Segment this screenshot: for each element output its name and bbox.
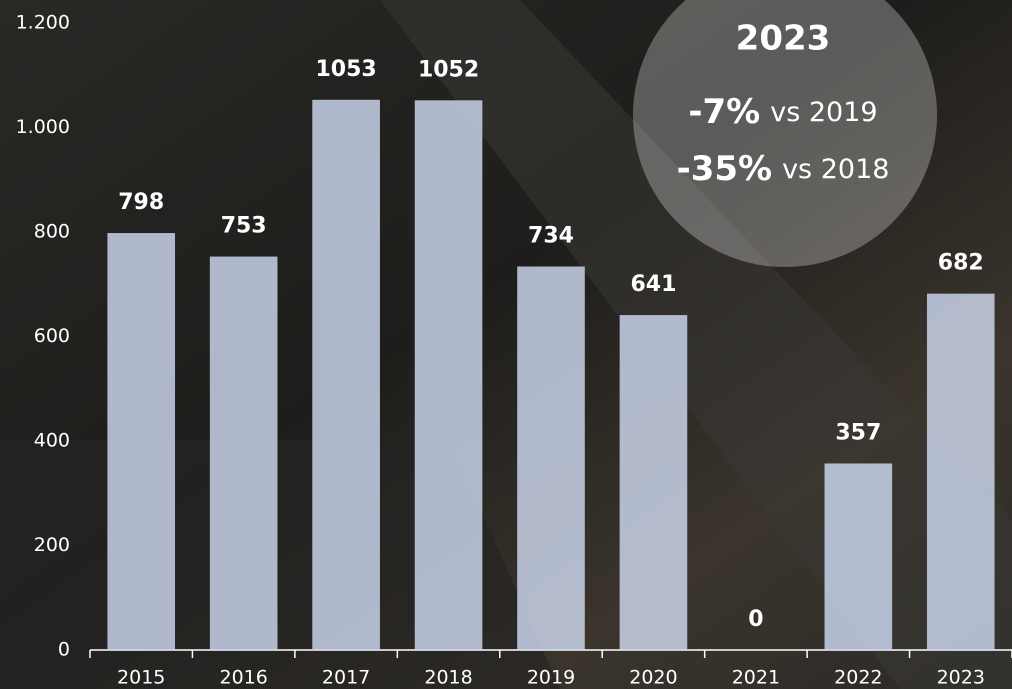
annotation-change: -7% xyxy=(688,92,760,132)
y-tick-label: 1.200 xyxy=(16,12,70,34)
annotation-title: 2023 xyxy=(736,19,831,59)
y-tick-label: 1.000 xyxy=(16,116,70,138)
value-label: 641 xyxy=(630,272,676,297)
bar xyxy=(517,266,585,650)
x-tick-label: 2020 xyxy=(629,667,677,689)
y-tick-label: 0 xyxy=(58,639,70,661)
annotation-text: vs 2019 xyxy=(770,97,877,128)
y-tick-label: 200 xyxy=(34,534,70,556)
bar xyxy=(107,233,176,651)
value-label: 798 xyxy=(118,190,164,215)
x-tick-label: 2021 xyxy=(732,667,780,689)
annotation-text: vs 2018 xyxy=(782,154,889,185)
x-tick-label: 2015 xyxy=(117,667,165,689)
annotation-line: -35% vs 2018 xyxy=(677,149,890,189)
value-label: 1053 xyxy=(315,57,376,82)
annotation-line: -7% vs 2019 xyxy=(688,92,877,132)
y-tick-label: 600 xyxy=(34,325,70,347)
value-label: 734 xyxy=(528,223,574,248)
plot: 0 200 400 600 800 1.000 1.200 2015 798 2016 753 201… xyxy=(16,12,1012,689)
bar xyxy=(619,315,688,650)
x-tick-label: 2022 xyxy=(834,667,882,689)
x-tick-label: 2023 xyxy=(937,667,985,689)
y-tick-label: 800 xyxy=(34,221,70,243)
bar xyxy=(209,256,278,650)
y-tick-label: 400 xyxy=(34,430,70,452)
x-tick-label: 2019 xyxy=(527,667,575,689)
annotation-circle xyxy=(633,0,937,267)
bar xyxy=(414,100,483,650)
value-label: 1052 xyxy=(418,57,479,82)
bar xyxy=(824,463,893,650)
x-tick-label: 2016 xyxy=(219,667,267,689)
bar xyxy=(926,293,995,650)
annotation-change: -35% xyxy=(677,149,773,189)
value-label: 357 xyxy=(835,420,881,445)
x-tick-label: 2017 xyxy=(322,667,370,689)
value-label: 753 xyxy=(221,214,267,239)
value-label: 0 xyxy=(748,607,763,632)
value-label: 682 xyxy=(938,251,984,276)
x-tick-label: 2018 xyxy=(424,667,472,689)
bar xyxy=(312,99,380,651)
